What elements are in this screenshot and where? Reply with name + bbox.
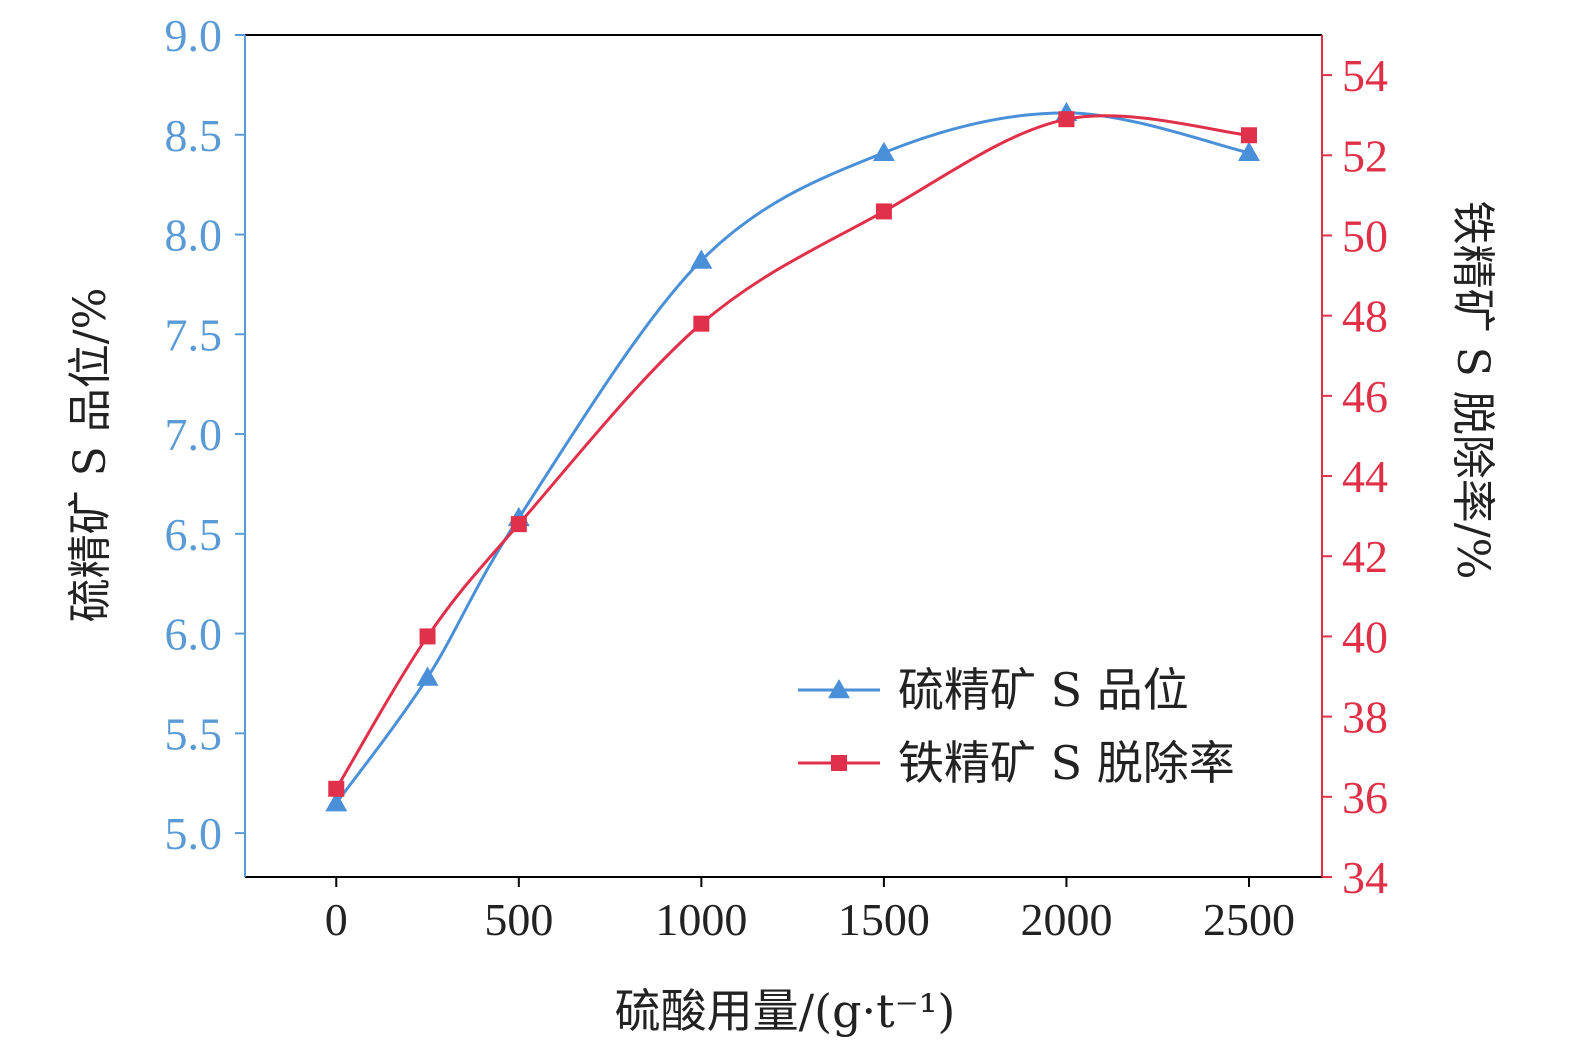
series-2-point <box>510 516 527 533</box>
x-tick-label: 1000 <box>655 894 747 945</box>
axes: 0 500 1000 1500 2000 2500 5.0 5.5 6.0 6.5 7.0 7.5 8.… <box>165 10 1389 945</box>
series-1-point <box>1237 141 1260 161</box>
legend-marker <box>828 679 850 699</box>
legend-label: 铁精矿 S 脱除率 <box>898 736 1235 790</box>
series-2-point <box>875 203 892 220</box>
y-right-tick-label: 52 <box>1342 130 1388 181</box>
y-right-tick-label: 38 <box>1342 692 1388 743</box>
y-right-tick-label: 44 <box>1342 451 1388 502</box>
y-right-tick-label: 40 <box>1342 611 1388 662</box>
y-left-tick-label: 5.5 <box>165 708 223 759</box>
x-tick-label: 500 <box>484 894 553 945</box>
series-2-point <box>328 780 345 797</box>
series-2-point <box>419 628 436 645</box>
y-left-tick-label: 6.5 <box>165 509 223 560</box>
legend-label: 硫精矿 S 品位 <box>898 663 1189 717</box>
series-1-point <box>872 141 895 161</box>
y-left-tick-label: 8.5 <box>165 110 223 161</box>
series-1-point <box>690 249 713 269</box>
x-tick-label: 2500 <box>1203 894 1295 945</box>
y-right-tick-label: 48 <box>1342 291 1388 342</box>
legend-item-2: 铁精矿 S 脱除率 <box>798 736 1235 790</box>
y-right-tick-label: 50 <box>1342 210 1388 261</box>
y-right-tick-label: 42 <box>1342 531 1388 582</box>
y-left-tick-label: 5.0 <box>165 808 223 859</box>
y-left-tick-label: 7.0 <box>165 409 223 460</box>
y-right-tick-label: 34 <box>1342 852 1388 903</box>
y-left-tick-label: 8.0 <box>165 210 223 261</box>
y-axis-right-label: 铁精矿 S 脱除率/% <box>1447 201 1498 580</box>
series-2-point <box>693 315 710 332</box>
y-axis-left-label: 硫精矿 S 品位/% <box>65 288 116 623</box>
x-axis-label: 硫酸用量/(g·t⁻¹) <box>615 984 956 1038</box>
series-2-point <box>1240 127 1257 144</box>
legend-item-1: 硫精矿 S 品位 <box>798 663 1189 717</box>
series-1-point <box>325 792 348 812</box>
x-tick-label: 2000 <box>1020 894 1112 945</box>
series-1-point <box>416 666 439 686</box>
y-right-tick-label: 46 <box>1342 371 1388 422</box>
legend-marker <box>831 755 847 771</box>
series-2-point <box>1058 111 1075 128</box>
series-layer <box>325 101 1260 812</box>
x-tick-label: 0 <box>325 894 348 945</box>
series-2 <box>328 111 1257 797</box>
y-left-tick-label: 6.0 <box>165 609 223 660</box>
y-right-tick-label: 36 <box>1342 772 1388 823</box>
y-left-tick-label: 7.5 <box>165 309 223 360</box>
x-tick-label: 1500 <box>838 894 930 945</box>
y-right-tick-label: 54 <box>1342 50 1388 101</box>
y-left-tick-label: 9.0 <box>165 10 223 61</box>
